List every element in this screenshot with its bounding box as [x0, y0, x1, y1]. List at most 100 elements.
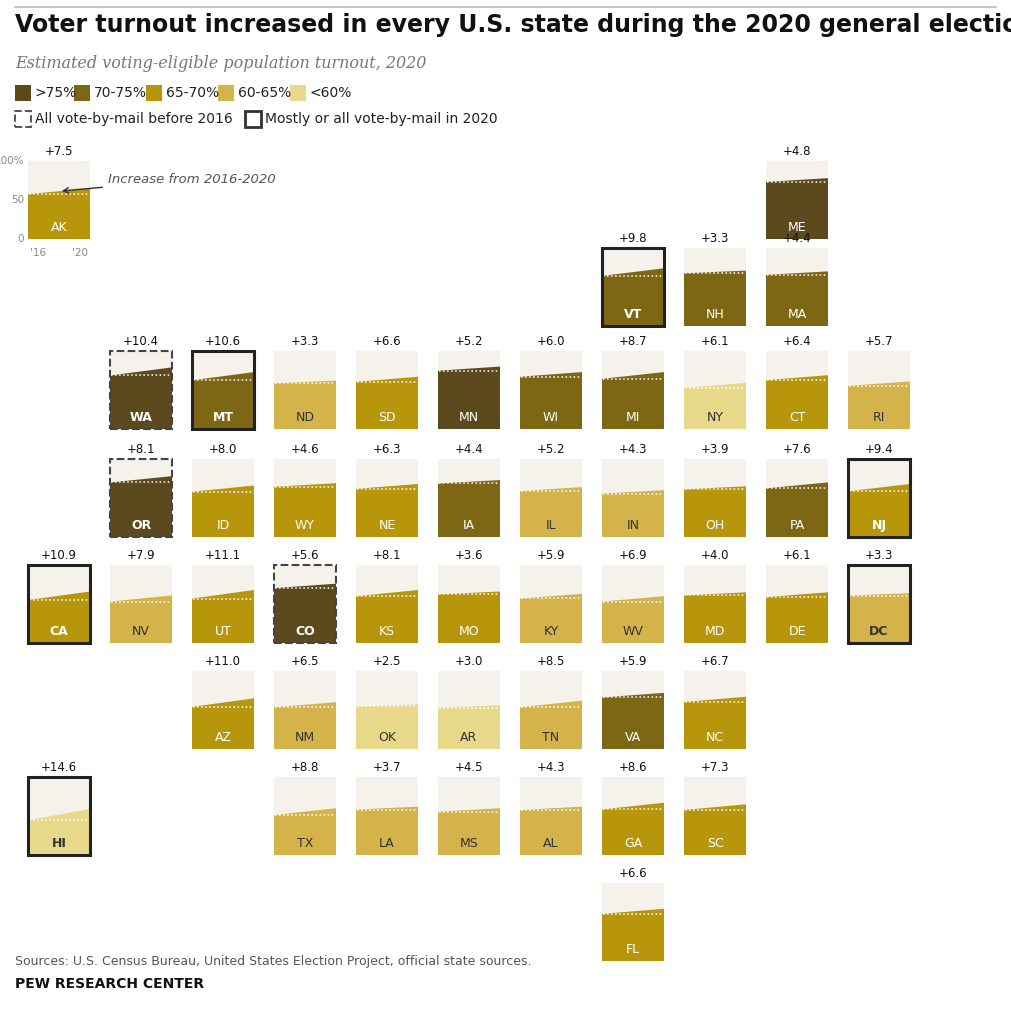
Text: +7.6: +7.6: [783, 443, 811, 456]
Polygon shape: [520, 701, 582, 749]
Bar: [274, 351, 336, 429]
Text: Voter turnout increased in every U.S. state during the 2020 general election: Voter turnout increased in every U.S. st…: [15, 13, 1011, 37]
Bar: [602, 671, 664, 749]
Text: AR: AR: [460, 731, 477, 744]
Bar: [766, 459, 828, 537]
Polygon shape: [684, 592, 746, 643]
Polygon shape: [274, 808, 336, 855]
Polygon shape: [602, 908, 664, 961]
Text: LA: LA: [379, 837, 395, 850]
Bar: [602, 248, 664, 326]
Polygon shape: [520, 807, 582, 855]
Polygon shape: [438, 480, 500, 537]
Text: +9.4: +9.4: [864, 443, 894, 456]
Text: CT: CT: [789, 411, 805, 424]
Polygon shape: [192, 699, 254, 749]
Polygon shape: [684, 804, 746, 855]
Text: PA: PA: [790, 519, 805, 532]
Text: 65-70%: 65-70%: [166, 86, 219, 100]
Text: ID: ID: [216, 519, 229, 532]
Text: WA: WA: [129, 411, 153, 424]
Bar: [684, 565, 746, 643]
Text: IA: IA: [463, 519, 475, 532]
Bar: [15, 112, 31, 127]
Text: SC: SC: [707, 837, 724, 850]
Bar: [684, 777, 746, 855]
Text: TX: TX: [297, 837, 313, 850]
Text: +4.3: +4.3: [619, 443, 647, 456]
Text: CO: CO: [295, 625, 314, 638]
Bar: [110, 459, 172, 537]
Polygon shape: [602, 490, 664, 537]
Bar: [274, 565, 336, 643]
Text: 60-65%: 60-65%: [238, 86, 291, 100]
Text: +6.5: +6.5: [291, 655, 319, 668]
Text: +8.1: +8.1: [126, 443, 156, 456]
Text: IN: IN: [627, 519, 640, 532]
Text: AZ: AZ: [214, 731, 232, 744]
Bar: [28, 565, 90, 643]
Text: >75%: >75%: [35, 86, 77, 100]
Bar: [848, 565, 910, 643]
Text: +10.9: +10.9: [41, 549, 77, 562]
Text: SD: SD: [378, 411, 396, 424]
Polygon shape: [274, 483, 336, 537]
Polygon shape: [766, 271, 828, 326]
Bar: [274, 565, 336, 643]
Polygon shape: [438, 591, 500, 643]
Text: +5.6: +5.6: [291, 549, 319, 562]
Text: AK: AK: [51, 221, 68, 234]
Text: AL: AL: [543, 837, 559, 850]
Text: Increase from 2016-2020: Increase from 2016-2020: [64, 173, 276, 193]
Bar: [766, 248, 828, 326]
Text: MO: MO: [459, 625, 479, 638]
Polygon shape: [520, 372, 582, 429]
Text: Sources: U.S. Census Bureau, United States Election Project, official state sour: Sources: U.S. Census Bureau, United Stat…: [15, 955, 532, 968]
Text: KS: KS: [379, 625, 395, 638]
Bar: [274, 671, 336, 749]
Text: GA: GA: [624, 837, 642, 850]
Bar: [356, 459, 418, 537]
Polygon shape: [602, 693, 664, 749]
Text: +7.9: +7.9: [126, 549, 156, 562]
Bar: [192, 565, 254, 643]
Bar: [520, 565, 582, 643]
Polygon shape: [848, 593, 910, 643]
Polygon shape: [848, 484, 910, 537]
Text: All vote-by-mail before 2016: All vote-by-mail before 2016: [35, 112, 233, 126]
Text: +5.9: +5.9: [537, 549, 565, 562]
Text: +11.0: +11.0: [205, 655, 241, 668]
Polygon shape: [192, 590, 254, 643]
Bar: [602, 459, 664, 537]
Text: MA: MA: [788, 308, 807, 321]
Text: MT: MT: [212, 411, 234, 424]
Text: +3.6: +3.6: [455, 549, 483, 562]
Bar: [110, 351, 172, 429]
Text: OH: OH: [706, 519, 725, 532]
Polygon shape: [274, 381, 336, 429]
Polygon shape: [192, 486, 254, 537]
Polygon shape: [520, 487, 582, 537]
Text: +3.7: +3.7: [373, 761, 401, 774]
Bar: [766, 351, 828, 429]
Text: +4.4: +4.4: [783, 232, 811, 244]
Text: ME: ME: [788, 221, 807, 234]
Polygon shape: [602, 596, 664, 643]
Bar: [274, 459, 336, 537]
Text: +8.0: +8.0: [209, 443, 238, 456]
Text: +7.3: +7.3: [701, 761, 729, 774]
Text: +6.0: +6.0: [537, 335, 565, 348]
Text: VT: VT: [624, 308, 642, 321]
Text: <60%: <60%: [309, 86, 352, 100]
Bar: [356, 351, 418, 429]
Text: +10.4: +10.4: [123, 335, 159, 348]
Bar: [766, 565, 828, 643]
Polygon shape: [684, 486, 746, 537]
Polygon shape: [766, 178, 828, 239]
Polygon shape: [28, 809, 90, 855]
Polygon shape: [766, 592, 828, 643]
Bar: [684, 671, 746, 749]
Text: WV: WV: [623, 625, 643, 638]
Bar: [217, 85, 234, 101]
Text: +6.1: +6.1: [783, 549, 811, 562]
